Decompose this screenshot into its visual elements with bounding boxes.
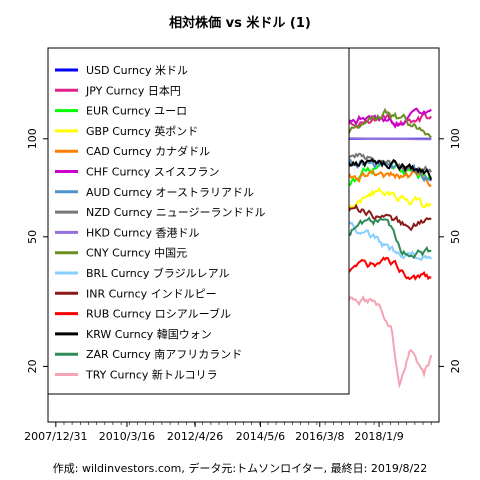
legend-label-1: USD Curncy 米ドル <box>86 64 188 77</box>
y-axis-right: 100 50 20 <box>439 128 462 373</box>
x-axis: 2007/12/31 2010/3/16 2012/4/26 2014/5/6 2016… <box>24 422 432 443</box>
x-minor-ticks <box>55 422 432 425</box>
x-tick-label: 2007/12/31 <box>24 430 87 443</box>
legend-label-16: TRY Curncy 新トルコリラ <box>85 368 218 382</box>
legend-label-4: GBP Curncy 英ポンド <box>86 124 198 138</box>
y-tick-label-left: 50 <box>26 230 39 244</box>
legend-label-2: JPY Curncy 日本円 <box>85 83 181 97</box>
x-tick-label: 2016/3/8 <box>295 430 344 443</box>
legend-label-13: RUB Curncy ロシアルーブル <box>86 307 231 321</box>
y-axis-left: 100 50 20 <box>26 128 48 373</box>
y-tick-label-right: 100 <box>449 128 462 149</box>
legend-label-12: INR Curncy インドルピー <box>86 287 217 300</box>
legend-label-9: HKD Curncy 香港ドル <box>86 226 199 239</box>
legend-label-14: KRW Curncy 韓国ウォン <box>86 328 212 341</box>
chart-caption: 作成: wildinvestors.com, データ元:トムソンロイター, 最終… <box>53 461 427 475</box>
x-tick-label: 2018/1/9 <box>354 430 403 443</box>
legend-label-8: NZD Curncy ニュージーランドドル <box>86 206 266 219</box>
y-tick-label-right: 50 <box>449 230 462 244</box>
x-tick-label: 2010/3/16 <box>99 430 155 443</box>
legend-box <box>47 47 350 395</box>
y-tick-label-left: 20 <box>26 359 39 373</box>
legend-label-3: EUR Curncy ユーロ <box>86 105 187 118</box>
chart-title: 相対株価 vs 米ドル (1) <box>169 15 311 31</box>
x-tick-label: 2014/5/6 <box>236 430 285 443</box>
legend-label-5: CAD Curncy カナダドル <box>86 144 210 158</box>
legend-label-15: ZAR Curncy 南アフリカランド <box>86 348 242 361</box>
legend-label-10: CNY Curncy 中国元 <box>86 247 187 260</box>
y-tick-label-left: 100 <box>26 128 39 149</box>
x-tick-label: 2012/4/26 <box>167 430 223 443</box>
legend-label-6: CHF Curncy スイスフラン <box>86 166 219 179</box>
y-tick-label-right: 20 <box>449 359 462 373</box>
legend-label-7: AUD Curncy オーストラリアドル <box>86 186 254 199</box>
legend-label-11: BRL Curncy ブラジルレアル <box>86 266 230 280</box>
legend: USD Curncy 米ドル JPY Curncy 日本円 EUR Curncy ユ… <box>47 47 350 395</box>
